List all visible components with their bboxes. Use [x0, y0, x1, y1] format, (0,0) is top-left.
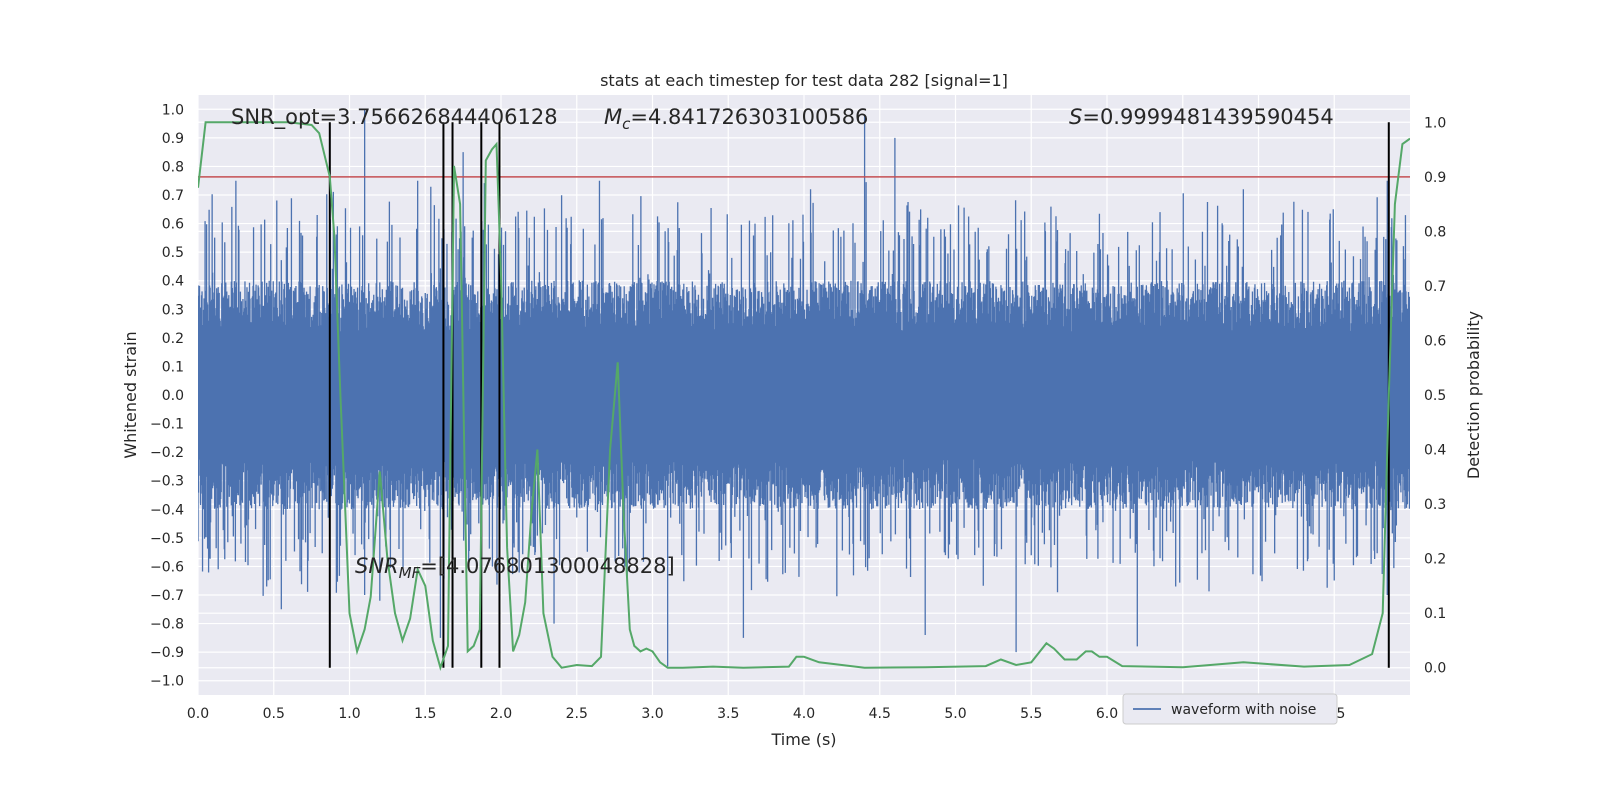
y-left-tick-label: 0.9 — [162, 131, 184, 147]
detection-probability-line — [198, 121, 1410, 672]
y-right-tick-label: 0.8 — [1424, 224, 1446, 240]
x-tick-label: 2.0 — [490, 706, 512, 722]
annotation-score-value: =0.9999481439590454 — [1082, 105, 1333, 129]
x-axis-label: Time (s) — [770, 730, 836, 749]
annotation-score-symbol: S — [1069, 105, 1082, 129]
y-left-tick-label: 0.0 — [162, 388, 184, 404]
annotation-chirp-mass-sub: c — [622, 115, 631, 133]
y-left-tick-label: 0.7 — [162, 188, 184, 204]
y-left-tick-label: 0.5 — [162, 245, 184, 261]
y-left-tick-label: −0.3 — [150, 474, 184, 490]
y-right-tick-label: 0.5 — [1424, 388, 1446, 404]
y-right-tick-label: 0.2 — [1424, 552, 1446, 568]
y-left-tick-label: 0.8 — [162, 159, 184, 175]
y-left-tick-label: −0.6 — [150, 559, 184, 575]
x-tick-label: 3.5 — [717, 706, 739, 722]
legend: waveform with noise — [1122, 693, 1338, 725]
y-right-tick-label: 0.3 — [1424, 497, 1446, 513]
x-tick-label: 1.5 — [414, 706, 436, 722]
y-left-tick-label: −0.7 — [150, 588, 184, 604]
annotation-chirp-mass-value: =4.841726303100586 — [630, 105, 868, 129]
y-left-tick-label: −1.0 — [150, 674, 184, 690]
y-left-tick-label: −0.2 — [150, 445, 184, 461]
x-tick-label: 5.0 — [944, 706, 966, 722]
x-tick-label: 3.0 — [641, 706, 663, 722]
y-left-tick-label: 0.6 — [162, 217, 184, 233]
y-right-tick-label: 0.6 — [1424, 333, 1446, 349]
annotation-score: S=0.9999481439590454 — [1069, 105, 1334, 129]
annotation-snr-mf-sub: MF — [399, 564, 421, 582]
y-right-tick-label: 0.4 — [1424, 443, 1446, 459]
x-tick-label: 0.0 — [187, 706, 209, 722]
y-left-tick-label: −0.8 — [150, 617, 184, 633]
y-left-tick-label: 0.4 — [162, 274, 184, 290]
x-tick-label: 4.0 — [793, 706, 815, 722]
y-left-tick-label: −0.9 — [150, 645, 184, 661]
y-right-tick-label: 0.9 — [1424, 170, 1446, 186]
x-tick-label: 1.0 — [338, 706, 360, 722]
annotation-snr-opt: SNR_opt=3.756626844406128 — [231, 105, 558, 130]
legend-box — [1122, 693, 1338, 725]
legend-label-waveform: waveform with noise — [1171, 702, 1316, 718]
y-left-tick-label: 1.0 — [162, 102, 184, 118]
waveform-noise-series — [198, 109, 1410, 667]
y-left-tick-label: −0.5 — [150, 531, 184, 547]
x-tick-label: 2.5 — [566, 706, 588, 722]
x-tick-label: 0.5 — [263, 706, 285, 722]
annotation-chirp-mass: Mc=4.841726303100586 — [604, 105, 868, 133]
x-tick-label: 4.5 — [869, 706, 891, 722]
annotation-snr-mf: SNRMF=[4.076801300048828] — [355, 554, 675, 582]
annotation-snr-mf-value: =[4.076801300048828] — [420, 554, 674, 578]
y-left-tick-label: 0.1 — [162, 359, 184, 375]
plot-content — [198, 109, 1410, 672]
annotation-chirp-mass-symbol: M — [604, 105, 622, 129]
annotation-snr-mf-symbol: SNR — [355, 554, 399, 578]
x-tick-label: 6.0 — [1096, 706, 1118, 722]
y-right-tick-label: 0.0 — [1424, 661, 1446, 677]
y-right-tick-label: 1.0 — [1424, 115, 1446, 131]
y-left-tick-label: 0.2 — [162, 331, 184, 347]
y-left-tick-labels: −1.0 −0.9 −0.8 −0.7 −0.6 −0.5 −0.4 −0.3 −0.2 −0.1… — [150, 102, 184, 689]
chart-title: stats at each timestep for test data 282… — [600, 71, 1008, 90]
y-right-tick-label: 0.1 — [1424, 606, 1446, 622]
y-right-tick-label: 0.7 — [1424, 279, 1446, 295]
y-right-tick-labels: 0.0 0.1 0.2 0.3 0.4 0.5 0.6 0.7 0.8 0.9 1.0 — [1424, 115, 1446, 676]
x-tick-label: 5.5 — [1020, 706, 1042, 722]
y-left-tick-label: −0.1 — [150, 417, 184, 433]
y-left-tick-label: −0.4 — [150, 502, 184, 518]
y-left-tick-label: 0.3 — [162, 302, 184, 318]
y-left-axis-label: Whitened strain — [121, 331, 140, 458]
y-right-axis-label: Detection probability — [1464, 311, 1483, 479]
